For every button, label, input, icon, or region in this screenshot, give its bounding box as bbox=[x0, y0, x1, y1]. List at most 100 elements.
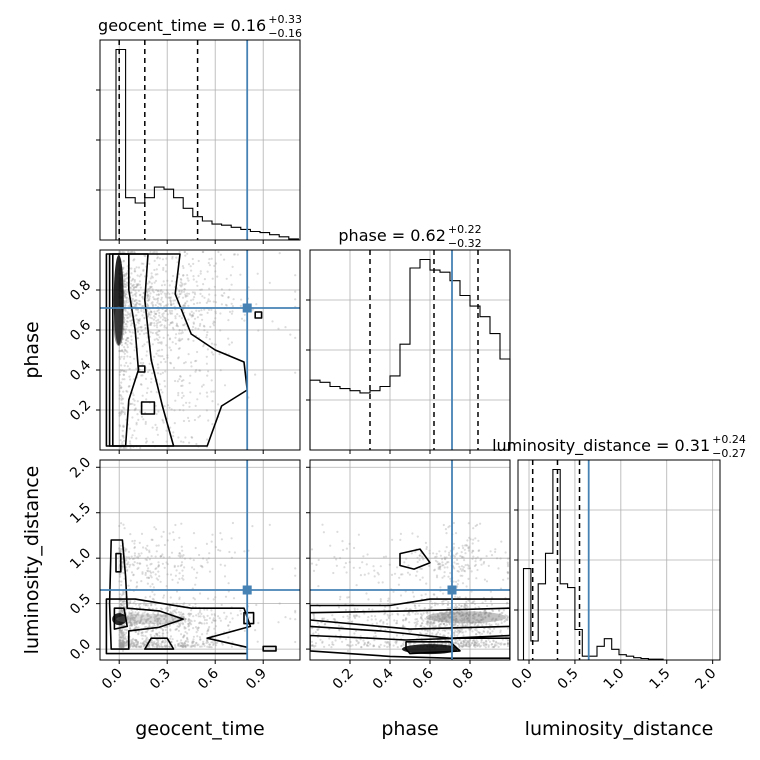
sample-point bbox=[348, 609, 351, 612]
sample-point bbox=[468, 536, 471, 539]
sample-point bbox=[145, 558, 148, 562]
sample-point bbox=[148, 281, 151, 284]
sample-point bbox=[365, 592, 368, 595]
sample-point bbox=[210, 646, 213, 649]
sample-point bbox=[196, 644, 199, 647]
sample-point bbox=[134, 407, 137, 410]
sample-point bbox=[178, 378, 181, 381]
sample-point bbox=[213, 614, 216, 617]
panel-content bbox=[310, 460, 510, 660]
sample-point bbox=[419, 613, 423, 616]
sample-point bbox=[124, 638, 127, 641]
sample-point bbox=[161, 258, 165, 261]
sample-point bbox=[146, 613, 149, 616]
sample-point bbox=[444, 558, 447, 561]
sample-point bbox=[192, 559, 195, 562]
sample-point bbox=[184, 627, 187, 630]
sample-point bbox=[491, 609, 494, 612]
sample-point bbox=[389, 605, 392, 609]
sample-point bbox=[415, 574, 418, 577]
sample-point bbox=[499, 557, 502, 560]
sample-point bbox=[169, 297, 172, 300]
sample-point bbox=[153, 613, 156, 616]
sample-point bbox=[455, 562, 458, 565]
sample-point bbox=[135, 586, 138, 589]
sample-point bbox=[202, 642, 205, 646]
sample-point bbox=[144, 635, 147, 638]
sample-point bbox=[121, 402, 124, 405]
sample-point bbox=[400, 644, 403, 647]
sample-point bbox=[150, 311, 153, 314]
sample-point bbox=[441, 618, 444, 621]
sample-point bbox=[183, 557, 187, 560]
sample-point bbox=[128, 627, 132, 630]
sample-point bbox=[349, 640, 352, 644]
sample-point bbox=[474, 563, 477, 567]
sample-point bbox=[367, 608, 371, 611]
sample-point bbox=[126, 311, 129, 314]
sample-point bbox=[213, 264, 216, 267]
sample-point bbox=[461, 645, 464, 649]
sample-point bbox=[121, 441, 124, 444]
sample-point bbox=[461, 556, 464, 559]
sample-point bbox=[414, 550, 417, 554]
sample-point bbox=[188, 419, 191, 423]
sample-point bbox=[448, 551, 451, 554]
sample-point bbox=[140, 415, 144, 418]
sample-point bbox=[153, 642, 156, 645]
sample-point bbox=[120, 643, 124, 646]
sample-point bbox=[119, 599, 122, 602]
sample-point bbox=[122, 593, 125, 596]
sample-point bbox=[474, 642, 477, 645]
sample-point bbox=[142, 291, 145, 294]
sample-point bbox=[181, 642, 184, 645]
sample-point bbox=[118, 611, 121, 614]
sample-point bbox=[133, 621, 136, 624]
sample-point bbox=[129, 446, 132, 450]
sample-point bbox=[126, 250, 130, 254]
sample-point bbox=[169, 426, 172, 429]
sample-point bbox=[136, 330, 140, 333]
sample-point bbox=[182, 643, 185, 646]
sample-point bbox=[182, 612, 185, 615]
sample-point bbox=[128, 557, 131, 561]
sample-point bbox=[159, 320, 162, 324]
sample-point bbox=[163, 566, 166, 569]
sample-point bbox=[171, 255, 174, 258]
sample-point bbox=[184, 640, 187, 643]
sample-point bbox=[230, 341, 233, 344]
sample-point bbox=[471, 551, 474, 554]
sample-point bbox=[145, 625, 148, 629]
sample-point bbox=[163, 645, 166, 648]
sample-point bbox=[126, 641, 129, 644]
sample-point bbox=[158, 263, 161, 267]
sample-point bbox=[156, 290, 160, 293]
sample-point bbox=[472, 639, 475, 642]
sample-point bbox=[420, 622, 424, 625]
sample-point bbox=[223, 292, 226, 295]
sample-point bbox=[206, 638, 209, 641]
sample-point bbox=[121, 434, 124, 437]
sample-point bbox=[187, 353, 190, 356]
sample-point bbox=[121, 649, 125, 653]
panel-frame bbox=[99, 39, 301, 241]
sample-point bbox=[186, 638, 189, 641]
sample-point bbox=[444, 615, 447, 618]
sample-point bbox=[478, 645, 482, 648]
sample-point bbox=[190, 361, 193, 364]
sample-point bbox=[453, 561, 456, 564]
sample-point bbox=[119, 596, 122, 599]
sample-point bbox=[151, 641, 154, 644]
sample-point bbox=[447, 575, 450, 578]
sample-point bbox=[321, 523, 324, 526]
sample-point bbox=[473, 602, 477, 606]
sample-point bbox=[205, 301, 208, 304]
sample-point bbox=[139, 621, 142, 624]
sample-point bbox=[179, 622, 182, 625]
sample-point bbox=[130, 279, 133, 282]
sample-point bbox=[499, 631, 502, 634]
sample-point bbox=[206, 614, 209, 618]
sample-point bbox=[485, 555, 488, 558]
sample-point bbox=[230, 556, 233, 559]
sample-point bbox=[491, 642, 494, 646]
